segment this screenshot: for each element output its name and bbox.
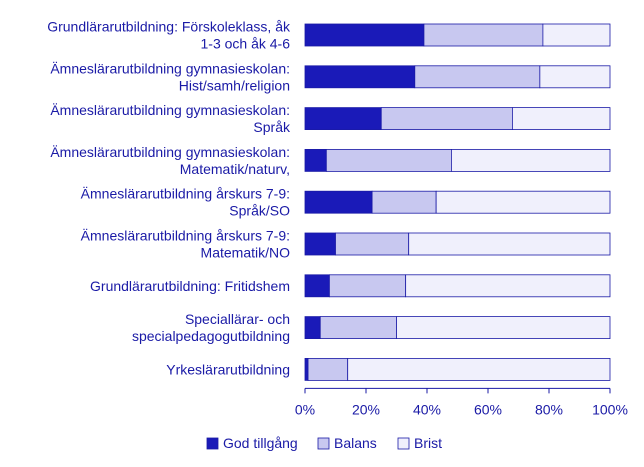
category-label: Speciallärar- och specialpedagogutbildnin… [132, 311, 290, 344]
bar-god-tillg-ng-4 [304, 190, 373, 214]
category-label-line: Speciallärar- och [185, 311, 290, 327]
category-label-line: Grundlärarutbildning: Förskoleklass, åk [47, 19, 291, 35]
category-label-line: Yrkeslärarutbildning [166, 361, 290, 377]
bar-brist-6 [405, 274, 611, 298]
category-label: Ämneslärarutbildning gymnasieskolan: Språ… [50, 102, 291, 135]
bar-balans-7 [319, 316, 397, 340]
bar-balans-2 [380, 107, 513, 130]
bar-balans-4 [371, 190, 437, 214]
bar-god-tillg-ng-8 [304, 357, 309, 381]
category-label-line: Ämneslärarutbildning årskurs 7-9: [81, 228, 290, 244]
legend-swatch-2 [397, 437, 410, 450]
x-tick-label: 60% [474, 401, 502, 417]
x-tick-label: 100% [592, 401, 628, 417]
bar-balans-3 [325, 148, 452, 172]
category-label-line: Språk [253, 119, 291, 135]
category-label-line: Språk/SO [229, 203, 290, 219]
category-labels: Grundlärarutbildning: Förskoleklass, åk 1… [47, 19, 291, 378]
bar-brist-7 [396, 316, 611, 340]
category-label: Ämneslärarutbildning gymnasieskolan: Hist… [50, 60, 290, 93]
category-label-line: Matematik/naturv, [180, 161, 290, 177]
x-tick-label: 0% [295, 401, 315, 417]
bars-layer [304, 23, 611, 381]
legend-swatch-0 [206, 437, 219, 450]
category-label-line: 1-3 och åk 4-6 [201, 36, 291, 52]
legend-label-1: Balans [334, 435, 377, 451]
bar-god-tillg-ng-0 [304, 23, 425, 47]
x-tick-label: 40% [413, 401, 441, 417]
legend-swatch-1 [317, 437, 330, 450]
bar-god-tillg-ng-3 [304, 148, 327, 172]
bar-balans-6 [328, 274, 407, 298]
category-label-line: Ämneslärarutbildning gymnasieskolan: [50, 102, 290, 118]
bar-brist-5 [408, 232, 611, 256]
legend-label-0: God tillgång [223, 435, 298, 451]
bar-god-tillg-ng-2 [304, 107, 382, 130]
category-label-line: Ämneslärarutbildning årskurs 7-9: [81, 186, 290, 202]
legend: God tillgång Balans Brist [206, 435, 442, 451]
category-label: Ämneslärarutbildning gymnasieskolan: Mate… [50, 144, 290, 177]
category-label: Grundlärarutbildning: Fritidshem [90, 278, 290, 294]
bar-brist-8 [347, 357, 611, 381]
bar-brist-3 [450, 148, 611, 172]
category-label-line: Hist/samh/religion [179, 77, 290, 93]
bar-balans-8 [307, 357, 349, 381]
category-label-line: Ämneslärarutbildning gymnasieskolan: [50, 60, 290, 76]
bar-god-tillg-ng-1 [304, 65, 416, 89]
bar-balans-0 [423, 23, 544, 47]
bar-brist-1 [539, 65, 611, 89]
category-label-line: specialpedagogutbildning [132, 328, 290, 344]
bar-brist-2 [512, 107, 611, 130]
legend-label-2: Brist [414, 435, 442, 451]
x-axis: 0% 20% 40% 60% 80% 100% [295, 387, 628, 417]
x-tick-label: 20% [352, 401, 380, 417]
category-label-line: Grundlärarutbildning: Fritidshem [90, 278, 290, 294]
bar-brist-0 [542, 23, 611, 47]
category-label: Ämneslärarutbildning årskurs 7-9: Språk/S… [81, 186, 290, 219]
x-tick-label: 80% [535, 401, 563, 417]
category-label: Ämneslärarutbildning årskurs 7-9: Matemat… [81, 228, 290, 261]
bar-god-tillg-ng-7 [304, 316, 321, 340]
category-label: Yrkeslärarutbildning [166, 361, 290, 377]
bar-brist-4 [435, 190, 611, 214]
category-label-line: Ämneslärarutbildning gymnasieskolan: [50, 144, 290, 160]
category-label: Grundlärarutbildning: Förskoleklass, åk 1… [47, 19, 291, 52]
bar-balans-5 [335, 232, 410, 256]
bar-god-tillg-ng-5 [304, 232, 336, 256]
bar-balans-1 [414, 65, 541, 89]
category-label-line: Matematik/NO [201, 245, 291, 261]
bar-god-tillg-ng-6 [304, 274, 330, 298]
